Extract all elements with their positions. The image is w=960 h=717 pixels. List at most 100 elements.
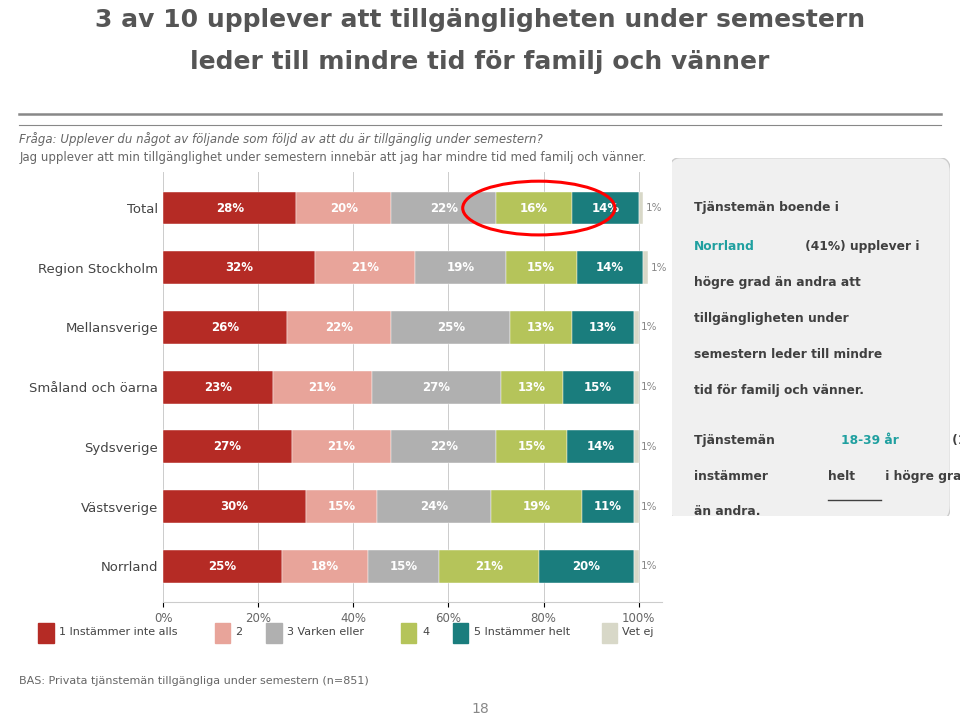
Bar <box>38 623 54 642</box>
Bar <box>163 550 282 583</box>
Bar <box>282 550 368 583</box>
Bar <box>439 550 539 583</box>
Bar <box>563 371 634 404</box>
Text: 5 Instämmer helt: 5 Instämmer helt <box>474 627 570 637</box>
Text: semestern leder till mindre: semestern leder till mindre <box>694 348 882 361</box>
Text: 13%: 13% <box>517 381 545 394</box>
Bar <box>372 371 501 404</box>
Bar <box>634 550 638 583</box>
Text: 32%: 32% <box>226 261 253 275</box>
Text: Jag upplever att min tillgänglighet under semestern innebär att jag har mindre t: Jag upplever att min tillgänglighet unde… <box>19 151 646 164</box>
Text: 1%: 1% <box>641 561 658 571</box>
Text: tillgängligheten under: tillgängligheten under <box>694 312 849 325</box>
Text: (41%) upplever i: (41%) upplever i <box>802 240 920 253</box>
Text: 1%: 1% <box>641 382 658 392</box>
Bar <box>567 430 634 463</box>
Bar <box>292 430 392 463</box>
Text: 25%: 25% <box>437 321 465 334</box>
Text: 22%: 22% <box>325 321 353 334</box>
Text: 18-39 år: 18-39 år <box>841 434 900 447</box>
Text: 25%: 25% <box>208 560 237 573</box>
Bar <box>643 252 648 284</box>
Text: än andra.: än andra. <box>694 505 760 518</box>
Text: 21%: 21% <box>308 381 336 394</box>
Bar <box>163 371 273 404</box>
Bar <box>582 490 634 523</box>
Bar <box>273 371 372 404</box>
Text: 3 Varken eller: 3 Varken eller <box>287 627 364 637</box>
Bar <box>392 191 496 224</box>
Text: Tjänstemän: Tjänstemän <box>694 434 780 447</box>
Bar <box>506 252 577 284</box>
Bar <box>496 191 572 224</box>
Text: 3 av 10 upplever att tillgängligheten under semestern: 3 av 10 upplever att tillgängligheten un… <box>95 8 865 32</box>
Text: Vet ej: Vet ej <box>622 627 654 637</box>
Text: 1%: 1% <box>651 262 667 272</box>
Bar <box>401 623 417 642</box>
Bar <box>392 430 496 463</box>
Text: 22%: 22% <box>430 440 458 453</box>
Text: 15%: 15% <box>517 440 545 453</box>
Text: 1 Instämmer inte alls: 1 Instämmer inte alls <box>60 627 178 637</box>
Text: 13%: 13% <box>527 321 555 334</box>
Text: Fråga: Upplever du något av följande som följd av att du är tillgänglig under se: Fråga: Upplever du något av följande som… <box>19 133 543 146</box>
Bar <box>634 371 638 404</box>
Bar <box>315 252 415 284</box>
Bar <box>572 311 634 344</box>
Bar <box>492 490 582 523</box>
Bar <box>163 430 292 463</box>
Text: 16%: 16% <box>520 201 548 214</box>
Text: i högre grad: i högre grad <box>881 470 960 483</box>
Bar <box>501 371 563 404</box>
Bar <box>496 430 567 463</box>
Text: 21%: 21% <box>475 560 503 573</box>
Text: 24%: 24% <box>420 500 448 513</box>
Text: 26%: 26% <box>211 321 239 334</box>
Bar <box>287 311 392 344</box>
Bar <box>638 191 643 224</box>
Bar <box>392 311 511 344</box>
Bar <box>572 191 638 224</box>
Bar <box>577 252 643 284</box>
Text: 15%: 15% <box>327 500 355 513</box>
Text: 21%: 21% <box>351 261 379 275</box>
Text: 15%: 15% <box>527 261 555 275</box>
Bar <box>511 311 572 344</box>
Text: 11%: 11% <box>593 500 622 513</box>
Bar <box>267 623 281 642</box>
Bar <box>634 490 638 523</box>
Text: 15%: 15% <box>584 381 612 394</box>
Text: 23%: 23% <box>204 381 232 394</box>
Bar <box>163 490 306 523</box>
Bar <box>297 191 392 224</box>
Bar <box>539 550 634 583</box>
Text: Tjänstemän boende i: Tjänstemän boende i <box>694 201 839 214</box>
Bar <box>306 490 377 523</box>
Bar <box>368 550 439 583</box>
Text: 20%: 20% <box>330 201 358 214</box>
Text: 1%: 1% <box>646 203 662 213</box>
Text: 14%: 14% <box>591 201 619 214</box>
Text: leder till mindre tid för familj och vänner: leder till mindre tid för familj och vän… <box>190 50 770 75</box>
Text: 18%: 18% <box>311 560 339 573</box>
Text: 4: 4 <box>422 627 429 637</box>
Text: 1%: 1% <box>641 502 658 512</box>
Text: 15%: 15% <box>389 560 418 573</box>
Text: 22%: 22% <box>430 201 458 214</box>
Text: 2: 2 <box>235 627 243 637</box>
Text: 19%: 19% <box>522 500 550 513</box>
Text: 27%: 27% <box>422 381 450 394</box>
Text: högre grad än andra att: högre grad än andra att <box>694 276 861 289</box>
Text: 18: 18 <box>471 703 489 716</box>
Text: 20%: 20% <box>572 560 600 573</box>
Bar <box>163 252 315 284</box>
Text: 1%: 1% <box>641 323 658 333</box>
Text: 13%: 13% <box>589 321 617 334</box>
Text: 14%: 14% <box>587 440 614 453</box>
Text: (18%): (18%) <box>948 434 960 447</box>
Text: 30%: 30% <box>221 500 249 513</box>
Text: 21%: 21% <box>327 440 355 453</box>
Bar <box>415 252 506 284</box>
Bar <box>602 623 617 642</box>
Text: BAS: Privata tjänstemän tillgängliga under semestern (n=851): BAS: Privata tjänstemän tillgängliga und… <box>19 676 369 686</box>
